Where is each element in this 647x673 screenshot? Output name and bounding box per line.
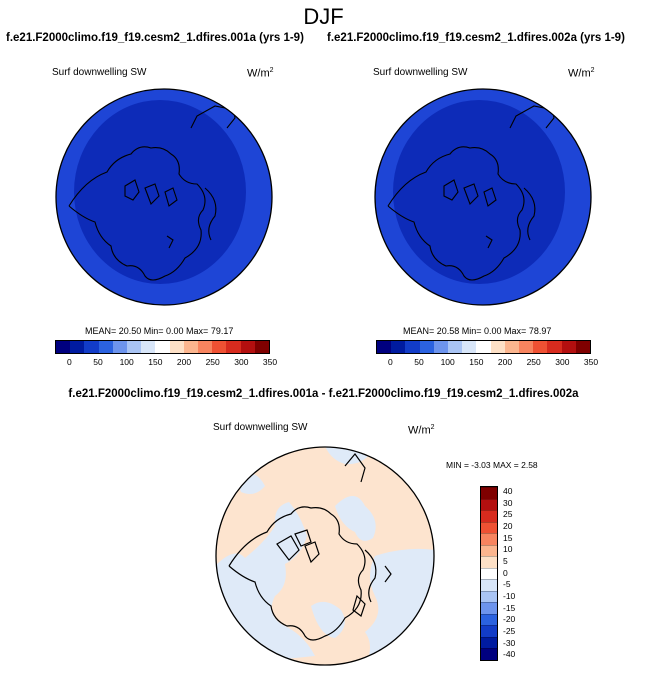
difference-polar-map	[215, 446, 435, 666]
colorbar-swatch	[56, 341, 71, 353]
right-units-label: W/m2	[568, 67, 595, 80]
colorbar-tick-label: 25	[503, 509, 513, 520]
left-variable-label: Surf downwelling SW	[52, 67, 147, 78]
colorbar-swatch	[405, 341, 420, 353]
colorbar-swatch	[561, 341, 576, 353]
diff-units-label: W/m2	[408, 424, 435, 437]
colorbar-swatch	[70, 341, 85, 353]
diff-variable-label: Surf downwelling SW	[213, 422, 308, 433]
right-variable-label: Surf downwelling SW	[373, 67, 468, 78]
colorbar-swatch	[533, 341, 548, 353]
colorbar-tick-label: 20	[503, 520, 513, 531]
colorbar-swatch	[490, 341, 505, 353]
colorbar-tick-label: 350	[583, 357, 599, 367]
colorbar-swatch	[155, 341, 170, 353]
colorbar-tick-label: -15	[503, 602, 516, 613]
colorbar-tick-label: 200	[176, 357, 192, 367]
colorbar-swatch	[448, 341, 463, 353]
colorbar-swatch	[481, 510, 497, 522]
colorbar-tick-label: 0	[66, 357, 72, 367]
colorbar-swatch	[481, 625, 497, 637]
left-polar-map	[55, 88, 273, 306]
colorbar-swatch	[212, 341, 227, 353]
left-stats-label: MEAN= 20.50 Min= 0.00 Max= 79.17	[85, 326, 234, 336]
colorbar-swatch	[419, 341, 434, 353]
colorbar-swatch	[481, 613, 497, 626]
colorbar-swatch	[112, 341, 128, 353]
colorbar-swatch	[98, 341, 113, 353]
colorbar-tick-label: 250	[205, 357, 220, 367]
colorbar-tick-label: 200	[497, 357, 513, 367]
colorbar-swatch	[504, 341, 520, 353]
colorbar-swatch	[481, 590, 497, 603]
colorbar-tick-label: 150	[469, 357, 484, 367]
season-title: DJF	[303, 4, 344, 29]
left-panel-title: f.e21.F2000climo.f19_f19.cesm2_1.dfires.…	[6, 32, 304, 44]
colorbar-swatch	[169, 341, 184, 353]
colorbar-swatch	[127, 341, 142, 353]
colorbar-swatch	[377, 341, 392, 353]
colorbar-tick-label: 150	[148, 357, 163, 367]
colorbar-tick-label: 0	[503, 567, 508, 578]
colorbar-swatch	[481, 544, 497, 557]
colorbar-swatch	[198, 341, 213, 353]
colorbar-swatch	[476, 341, 491, 353]
colorbar-tick-label: 0	[387, 357, 393, 367]
colorbar-swatch	[254, 341, 270, 353]
right-stats-label: MEAN= 20.58 Min= 0.00 Max= 78.97	[403, 326, 552, 336]
colorbar-swatch	[481, 567, 497, 580]
diff-stats-label: MIN = -3.03 MAX = 2.58	[446, 460, 538, 470]
colorbar-tick-label: 50	[414, 357, 424, 367]
colorbar-swatch	[240, 341, 255, 353]
colorbar-swatch	[391, 341, 406, 353]
difference-colorbar	[480, 486, 498, 661]
colorbar-swatch	[433, 341, 449, 353]
colorbar-swatch	[481, 602, 497, 614]
colorbar-swatch	[462, 341, 477, 353]
colorbar-tick-label: -5	[503, 579, 511, 590]
left-colorbar	[55, 340, 270, 354]
colorbar-swatch	[481, 579, 497, 591]
colorbar-tick-label: -40	[503, 649, 516, 660]
left-units-label: W/m2	[247, 67, 274, 80]
colorbar-tick-label: 350	[262, 357, 278, 367]
right-polar-map	[374, 88, 592, 306]
colorbar-tick-label: -10	[503, 590, 516, 601]
colorbar-swatch	[226, 341, 241, 353]
colorbar-tick-label: -30	[503, 637, 516, 648]
colorbar-tick-label: 10	[503, 544, 513, 555]
colorbar-tick-label: 100	[440, 357, 455, 367]
colorbar-swatch	[575, 341, 591, 353]
colorbar-tick-label: 30	[503, 497, 513, 508]
colorbar-swatch	[481, 533, 497, 545]
colorbar-swatch	[141, 341, 156, 353]
colorbar-swatch	[481, 556, 497, 568]
colorbar-tick-label: -25	[503, 625, 516, 636]
colorbar-tick-label: 300	[234, 357, 249, 367]
colorbar-tick-label: 5	[503, 555, 508, 566]
colorbar-tick-label: -20	[503, 614, 516, 625]
colorbar-swatch	[481, 636, 497, 649]
colorbar-tick-label: 100	[119, 357, 134, 367]
right-colorbar	[376, 340, 591, 354]
colorbar-swatch	[481, 487, 497, 499]
difference-title: f.e21.F2000climo.f19_f19.cesm2_1.dfires.…	[68, 388, 579, 400]
colorbar-swatch	[84, 341, 99, 353]
colorbar-tick-label: 50	[93, 357, 103, 367]
colorbar-tick-label: 300	[555, 357, 570, 367]
right-panel-title: f.e21.F2000climo.f19_f19.cesm2_1.dfires.…	[327, 32, 625, 44]
colorbar-tick-label: 250	[526, 357, 541, 367]
colorbar-tick-label: 40	[503, 485, 513, 496]
colorbar-swatch	[481, 498, 497, 511]
colorbar-tick-label: 15	[503, 532, 513, 543]
colorbar-swatch	[183, 341, 199, 353]
colorbar-swatch	[481, 648, 497, 660]
colorbar-swatch	[547, 341, 562, 353]
colorbar-swatch	[481, 521, 497, 534]
colorbar-swatch	[519, 341, 534, 353]
